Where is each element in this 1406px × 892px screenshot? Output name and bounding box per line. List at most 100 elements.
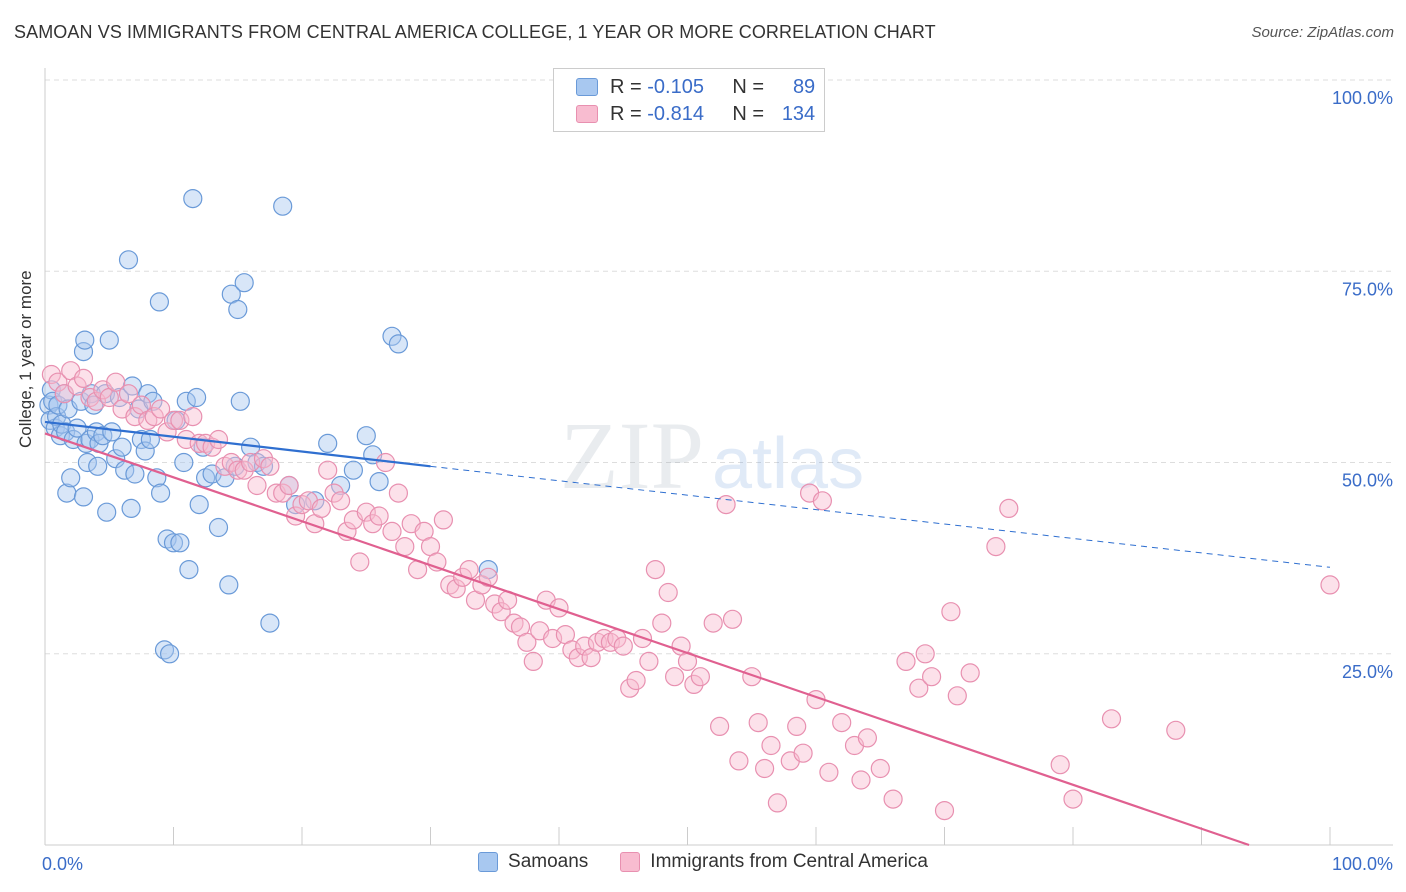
point-central-america-55 xyxy=(395,536,415,557)
legend-n-value: 89 xyxy=(792,75,816,98)
legend-r-label: R = xyxy=(610,102,642,125)
source-label: Source: ZipAtlas.com xyxy=(1251,24,1394,41)
point-samoans-80 xyxy=(305,491,325,511)
point-central-america-75 xyxy=(523,651,543,672)
y-tick-label-100: 100.0% xyxy=(1332,88,1393,108)
point-central-america-105 xyxy=(722,609,743,629)
point-central-america-54 xyxy=(388,483,408,503)
series-legend: Samoans Immigrants from Central America xyxy=(0,851,1406,873)
point-central-america-94 xyxy=(645,559,666,580)
point-central-america-91 xyxy=(626,670,646,691)
point-samoans-43 xyxy=(135,441,155,461)
point-samoans-17 xyxy=(73,487,94,507)
point-central-america-137 xyxy=(1101,709,1122,729)
point-central-america-81 xyxy=(562,640,582,660)
x-tick-label-0: 0.0% xyxy=(42,854,83,874)
point-central-america-93 xyxy=(639,651,659,672)
point-samoans-71 xyxy=(230,391,250,411)
point-central-america-45 xyxy=(331,491,351,511)
point-samoans-30 xyxy=(97,502,117,522)
point-central-america-4 xyxy=(67,376,87,396)
point-central-america-125 xyxy=(896,651,916,672)
trend-lines xyxy=(44,420,1331,847)
point-samoans-37 xyxy=(118,250,139,270)
point-samoans-56 xyxy=(174,452,194,473)
point-central-america-34 xyxy=(260,456,280,476)
point-central-america-5 xyxy=(73,368,94,388)
point-central-america-135 xyxy=(1050,755,1070,775)
point-central-america-0 xyxy=(41,364,62,385)
trend-line-samoans-dashed xyxy=(430,465,1331,568)
point-central-america-127 xyxy=(915,644,935,664)
point-samoans-76 xyxy=(260,613,280,633)
point-central-america-121 xyxy=(851,770,871,790)
point-samoans-49 xyxy=(151,483,171,503)
point-central-america-30 xyxy=(234,460,254,480)
series-legend-central-america[interactable]: Immigrants from Central America xyxy=(620,851,928,873)
point-central-america-51 xyxy=(369,506,389,526)
point-samoans-70 xyxy=(228,299,248,320)
y-tick-label-75: 75.0% xyxy=(1342,279,1393,299)
series-label-central-america: Immigrants from Central America xyxy=(650,851,928,872)
point-samoans-81 xyxy=(318,433,338,453)
point-central-america-113 xyxy=(787,716,807,737)
point-samoans-48 xyxy=(149,292,169,312)
point-samoans-53 xyxy=(163,533,184,553)
point-central-america-74 xyxy=(517,632,537,652)
point-central-america-124 xyxy=(883,789,903,809)
legend-row-samoans: R = -0.105 N = 89 xyxy=(576,73,815,101)
point-central-america-32 xyxy=(247,475,267,496)
point-central-america-122 xyxy=(857,728,878,748)
point-samoans-88 xyxy=(388,334,408,354)
point-central-america-128 xyxy=(921,667,942,687)
legend-swatch-central-america xyxy=(576,105,598,123)
series-swatch-samoans xyxy=(478,852,499,872)
point-samoans-52 xyxy=(160,644,180,664)
y-tick-label-25: 25.0% xyxy=(1342,662,1393,682)
point-central-america-49 xyxy=(356,502,376,522)
point-central-america-102 xyxy=(703,613,723,633)
point-central-america-111 xyxy=(767,793,788,813)
point-samoans-58 xyxy=(179,559,199,580)
point-central-america-83 xyxy=(575,636,595,656)
point-central-america-97 xyxy=(664,667,685,687)
y-axis-label: College, 1 year or more xyxy=(16,270,35,448)
point-samoans-38 xyxy=(121,498,141,518)
point-samoans-60 xyxy=(187,387,207,408)
point-central-america-43 xyxy=(318,460,338,480)
tick-labels: 100.0% 75.0% 50.0% 25.0% 0.0% 100.0% xyxy=(42,88,1393,874)
point-samoans-79 xyxy=(286,495,306,515)
trend-line-samoans xyxy=(44,420,431,468)
point-samoans-32 xyxy=(102,422,122,442)
point-central-america-17 xyxy=(151,399,171,419)
legend-r-value: -0.105 xyxy=(647,75,704,98)
point-samoans-26 xyxy=(88,456,108,476)
chart-title: SAMOAN VS IMMIGRANTS FROM CENTRAL AMERIC… xyxy=(14,22,936,42)
point-central-america-109 xyxy=(754,758,775,779)
point-samoans-15 xyxy=(67,418,87,438)
point-central-america-136 xyxy=(1063,789,1083,809)
point-central-america-119 xyxy=(832,712,852,733)
point-central-america-50 xyxy=(363,514,383,534)
point-central-america-1 xyxy=(48,372,68,392)
correlation-legend: R = -0.105 N = 89 R = -0.814 N = 134 xyxy=(553,68,825,132)
legend-n-label: N = xyxy=(732,75,765,98)
point-samoans-61 xyxy=(189,495,209,515)
point-samoans-87 xyxy=(382,326,402,346)
trend-line-central-america xyxy=(44,432,1250,847)
point-central-america-12 xyxy=(118,384,139,404)
point-central-america-132 xyxy=(960,663,980,683)
point-central-america-118 xyxy=(819,762,839,782)
watermark: ZIP atlas xyxy=(560,402,864,509)
point-central-america-107 xyxy=(742,667,762,687)
point-central-america-100 xyxy=(684,674,704,695)
point-central-america-78 xyxy=(542,628,563,649)
axes xyxy=(44,68,1393,846)
point-central-america-130 xyxy=(941,602,961,622)
series-legend-samoans[interactable]: Samoans xyxy=(478,851,588,873)
point-central-america-42 xyxy=(311,498,331,518)
series-label-samoans: Samoans xyxy=(508,851,589,872)
point-central-america-10 xyxy=(106,372,126,392)
point-central-america-16 xyxy=(144,407,164,427)
